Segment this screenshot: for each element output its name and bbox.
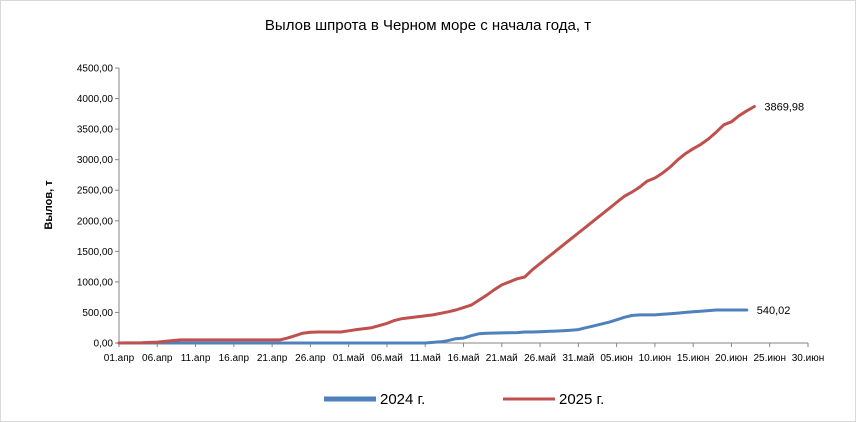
x-axis: 01.апр 06.апр 11.апр 16.апр 21.апр 26.апр 01.м… — [104, 342, 825, 364]
y-tick-label: 2500,00 — [77, 186, 114, 197]
x-tick-label: 16.май — [448, 353, 480, 364]
x-tick-label: 30.июн — [792, 353, 825, 364]
x-tick-label: 06.май — [371, 353, 403, 364]
series-end-label-2: 3869,98 — [764, 102, 804, 114]
y-tick-label: 500,00 — [82, 308, 113, 319]
x-tick-label: 01.апр — [104, 353, 135, 364]
series-line-2 — [117, 105, 756, 345]
y-axis: 0,00 500,00 1000,00 1500,00 2000,00 2500,00 30… — [77, 64, 120, 350]
x-tick-label: 21.апр — [257, 353, 288, 364]
y-tick-label: 3000,00 — [77, 155, 114, 166]
y-tick-label: 1500,00 — [77, 247, 114, 258]
y-tick-label: 2000,00 — [77, 216, 114, 227]
x-tick-label: 10.июн — [639, 353, 672, 364]
x-tick-label: 26.май — [524, 353, 556, 364]
x-tick-label: 15.июн — [677, 353, 710, 364]
y-tick-label: 4000,00 — [77, 94, 114, 105]
x-tick-label: 21.май — [486, 353, 518, 364]
x-tick-label: 20.июн — [715, 353, 748, 364]
x-tick-label: 26.апр — [295, 353, 326, 364]
y-tick-label: 4500,00 — [77, 64, 114, 75]
series-layer: 540,02 3869,98 — [117, 102, 804, 345]
x-tick-label: 31.май — [562, 353, 594, 364]
y-tick-label: 0,00 — [94, 339, 114, 350]
x-tick-label: 16.апр — [219, 353, 250, 364]
x-tick-label: 11.май — [410, 353, 441, 364]
series-end-label-1: 540,02 — [757, 305, 791, 317]
y-tick-label: 3500,00 — [77, 125, 114, 136]
legend-label-1: 2024 г. — [380, 391, 425, 408]
legend-label-2: 2025 г. — [559, 391, 604, 408]
x-tick-label: 25.июн — [753, 353, 786, 364]
legend: 2024 г. 2025 г. — [324, 391, 604, 408]
chart-title: Вылов шпрота в Черном море с начала года… — [265, 17, 591, 34]
x-tick-label: 11.апр — [181, 353, 211, 364]
y-tick-label: 1000,00 — [77, 277, 114, 288]
y-axis-label: Вылов, т — [43, 180, 55, 230]
x-tick-label: 06.апр — [142, 353, 173, 364]
series-line-1 — [117, 308, 749, 345]
x-tick-label: 01.май — [333, 353, 365, 364]
x-tick-label: 05.июн — [600, 353, 633, 364]
